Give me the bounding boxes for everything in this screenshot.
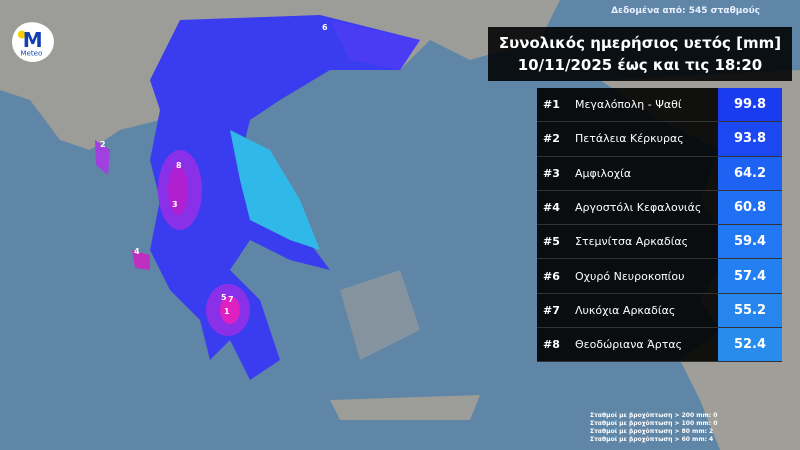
rank: #1 bbox=[543, 98, 560, 112]
rank: #6 bbox=[543, 269, 560, 283]
title: Συνολικός ημερήσιος υετός [mm] bbox=[498, 34, 782, 52]
rank: #2 bbox=[543, 132, 560, 146]
svg-text:3: 3 bbox=[172, 200, 178, 209]
rank: #5 bbox=[543, 235, 560, 249]
rain-value: 59.4 bbox=[718, 225, 782, 259]
table-row: #7 Λυκόχια Αρκαδίας 55.2 bbox=[537, 293, 782, 329]
station-name: Αμφιλοχία bbox=[575, 166, 632, 180]
stat-line: Σταθμοί με βροχόπτωση > 100 mm: 0 bbox=[590, 420, 718, 427]
rain-value: 99.8 bbox=[718, 88, 782, 122]
rain-value: 60.8 bbox=[718, 190, 782, 225]
land-balkans bbox=[0, 0, 560, 150]
svg-text:1: 1 bbox=[224, 307, 230, 316]
svg-text:7: 7 bbox=[228, 295, 234, 304]
stat-line: Σταθμοί με βροχόπτωση > 200 mm: 0 bbox=[590, 412, 718, 419]
svg-text:4: 4 bbox=[134, 247, 140, 256]
stat-line: Σταθμοί με βροχόπτωση > 80 mm: 2 bbox=[590, 428, 714, 435]
station-stats: Σταθμοί με βροχόπτωση > 200 mm: 0 Σταθμοί… bbox=[590, 412, 717, 444]
rank: #8 bbox=[543, 338, 560, 352]
rain-value: 57.4 bbox=[718, 259, 782, 293]
station-name: Στεμνίτσα Αρκαδίας bbox=[575, 235, 689, 249]
rain-value: 52.4 bbox=[718, 328, 782, 362]
table-row: #6 Οχυρό Νευροκοπίου 57.4 bbox=[537, 259, 782, 294]
table-row: #3 Αμφιλοχία 64.2 bbox=[537, 156, 782, 191]
rank: #7 bbox=[543, 303, 560, 317]
table-row: #8 Θεοδώριανα Άρτας 52.4 bbox=[537, 328, 782, 363]
svg-text:2: 2 bbox=[100, 140, 106, 149]
ranking-table: #1 Μεγαλόπολη - Ψαθί 99.8 #2 Πετάλεια Κέρκυρ… bbox=[537, 88, 782, 363]
station-name: Πετάλεια Κέρκυρας bbox=[575, 132, 684, 146]
station-name: Θεοδώριανα Άρτας bbox=[575, 338, 683, 352]
source-note: Δεδομένα από: 545 σταθμούς bbox=[611, 6, 760, 16]
title-box: Συνολικός ημερήσιος υετός [mm] 10/11/202… bbox=[488, 27, 792, 81]
table-row: #2 Πετάλεια Κέρκυρας 93.8 bbox=[537, 122, 782, 157]
station-markers: 6 2 8 3 4 5 7 1 bbox=[100, 23, 328, 316]
rain-value: 93.8 bbox=[718, 122, 782, 156]
rank: #3 bbox=[543, 166, 560, 180]
stat-line: Σταθμοί με βροχόπτωση > 60 mm: 4 bbox=[590, 436, 714, 443]
rain-value: 64.2 bbox=[718, 156, 782, 190]
station-name: Οχυρό Νευροκοπίου bbox=[575, 269, 685, 283]
svg-text:8: 8 bbox=[176, 161, 182, 170]
station-name: Αργοστόλι Κεφαλονιάς bbox=[575, 201, 702, 215]
table-row: #5 Στεμνίτσα Αρκαδίας 59.4 bbox=[537, 225, 782, 260]
rank: #4 bbox=[543, 201, 560, 215]
svg-text:6: 6 bbox=[322, 23, 328, 32]
rain-value: 55.2 bbox=[718, 293, 782, 328]
date-range: 10/11/2025 έως και τις 18:20 bbox=[517, 56, 763, 74]
table-row: #1 Μεγαλόπολη - Ψαθί 99.8 bbox=[537, 88, 782, 123]
table-row: #4 Αργοστόλι Κεφαλονιάς 60.8 bbox=[537, 190, 782, 226]
station-name: Λυκόχια Αρκαδίας bbox=[575, 303, 676, 317]
station-name: Μεγαλόπολη - Ψαθί bbox=[575, 98, 682, 112]
svg-text:5: 5 bbox=[221, 293, 227, 302]
